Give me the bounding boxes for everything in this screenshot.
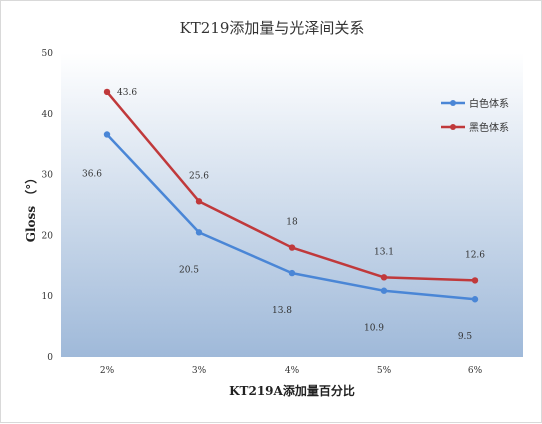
data-label: 9.5 (458, 332, 473, 342)
data-label: 20.5 (179, 265, 199, 275)
legend-item: 黑色体系 (441, 121, 509, 134)
x-tick-label: 5% (377, 366, 392, 376)
legend-swatch-marker (450, 100, 456, 106)
legend-item: 白色体系 (441, 97, 509, 110)
data-point (471, 296, 479, 303)
y-tick-label: 10 (42, 292, 54, 302)
y-tick-label: 30 (42, 171, 54, 181)
y-tick-label: 50 (42, 49, 54, 59)
data-point (103, 131, 111, 138)
data-label: 25.6 (189, 171, 209, 181)
data-point (195, 229, 203, 236)
legend-label: 白色体系 (469, 97, 509, 110)
y-tick-label: 40 (42, 110, 54, 120)
x-tick-label: 3% (192, 366, 207, 376)
data-label: 12.6 (465, 250, 485, 260)
x-tick-label: 6% (468, 366, 483, 376)
x-tick-label: 4% (285, 366, 300, 376)
data-point (471, 277, 479, 284)
data-label: 36.6 (82, 169, 102, 179)
data-label: 18 (286, 218, 298, 228)
y-axis-title: Gloss （°） (23, 172, 38, 243)
legend-swatch-marker (450, 124, 456, 130)
data-point (380, 274, 388, 281)
data-label: 10.9 (364, 324, 384, 334)
y-tick-label: 20 (42, 231, 54, 241)
x-axis-title: KT219A添加量百分比 (229, 383, 355, 398)
legend-label: 黑色体系 (469, 121, 509, 134)
data-label: 43.6 (117, 88, 137, 98)
data-point (288, 244, 296, 251)
data-point (380, 287, 388, 294)
data-point (103, 88, 111, 96)
data-label: 13.1 (374, 247, 394, 257)
data-point (195, 198, 203, 205)
data-label: 13.8 (272, 306, 292, 316)
x-tick-label: 2% (100, 366, 115, 376)
y-tick-label: 0 (47, 353, 53, 363)
data-point (288, 269, 296, 277)
chart-title: KT219添加量与光泽间关系 (180, 19, 365, 37)
